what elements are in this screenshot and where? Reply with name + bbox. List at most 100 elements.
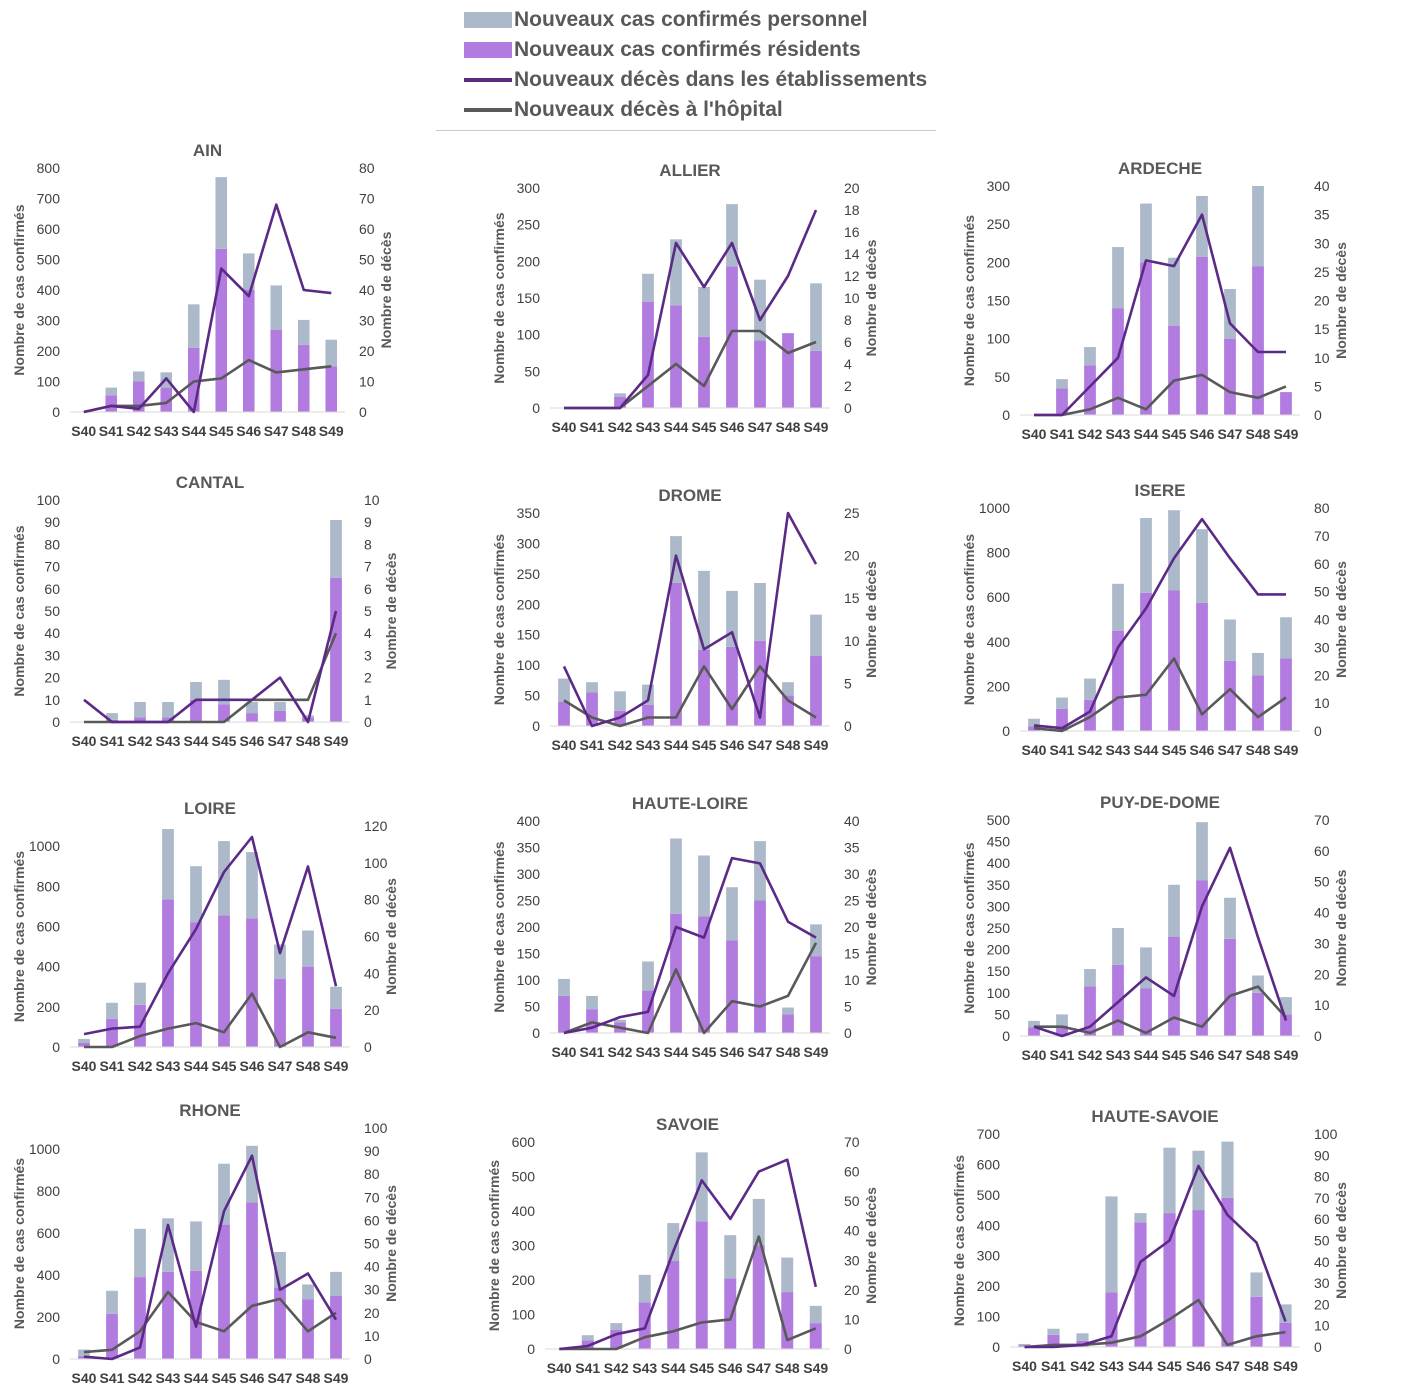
y2-tick-label: 60	[844, 1164, 860, 1180]
x-tick-label: S42	[128, 1058, 153, 1074]
line-deaths-hospital	[1033, 657, 1287, 733]
y-tick-label: 600	[987, 589, 1011, 605]
x-tick-label: S47	[264, 423, 289, 439]
bar-residents	[1192, 1210, 1205, 1347]
bar-residents	[1056, 1025, 1068, 1036]
line-deaths-hospital	[84, 992, 337, 1049]
bar-residents	[270, 329, 283, 412]
y2-tick-label: 4	[844, 356, 852, 372]
x-tick-label: S44	[1134, 1047, 1159, 1063]
y-tick-label: 0	[52, 404, 60, 420]
bar-staff	[162, 829, 174, 900]
y2-tick-label: 80	[364, 892, 380, 908]
bar-residents	[246, 1202, 258, 1359]
bar-staff	[302, 1284, 314, 1300]
x-tick-label: S48	[296, 1058, 321, 1074]
x-tick-label: S49	[1273, 1358, 1298, 1374]
chart-title: ISERE	[1134, 481, 1185, 500]
y-axis-title: Nombre de cas confirmés	[11, 1158, 27, 1329]
bar-residents	[642, 301, 654, 408]
bar-residents	[187, 347, 200, 412]
legend-swatch-deaths-establishments	[464, 78, 512, 82]
bar-residents	[1112, 308, 1124, 415]
bar-staff	[642, 961, 654, 991]
y2-tick-label: 16	[844, 224, 860, 240]
bar-staff	[274, 702, 286, 711]
x-tick-label: S46	[1190, 426, 1215, 442]
x-tick-label: S40	[552, 1044, 577, 1060]
y-tick-label: 100	[517, 327, 541, 343]
bar-staff	[325, 339, 338, 367]
bar-residents	[698, 336, 710, 408]
y2-tick-label: 4	[364, 625, 372, 641]
y-tick-label: 100	[517, 657, 541, 673]
y-tick-label: 600	[512, 1134, 536, 1150]
x-tick-label: S42	[1078, 426, 1103, 442]
x-tick-label: S47	[268, 733, 293, 749]
bar-staff	[1084, 347, 1096, 366]
x-tick-label: S49	[324, 1370, 349, 1384]
y2-tick-label: 40	[1314, 1254, 1330, 1270]
y2-tick-label: 70	[364, 1189, 380, 1205]
line-deaths-establishments	[1034, 213, 1286, 417]
y-axis-title: Nombre de cas confirmés	[961, 215, 977, 386]
legend-swatch-deaths-hospital	[464, 108, 512, 112]
y-tick-label: 300	[987, 178, 1011, 194]
y-tick-label: 50	[44, 603, 60, 619]
x-tick-label: S46	[718, 1360, 743, 1376]
y2-tick-label: 30	[1314, 639, 1330, 655]
x-tick-label: S47	[748, 1044, 773, 1060]
bar-residents	[106, 1313, 118, 1359]
x-tick-label: S49	[319, 423, 344, 439]
y2-axis-title: Nombre de décès	[1333, 869, 1349, 986]
bar-residents	[134, 1277, 146, 1359]
y2-tick-label: 15	[844, 946, 860, 962]
y-tick-label: 600	[37, 918, 61, 934]
line-deaths-establishments	[563, 856, 817, 1035]
y2-tick-label: 10	[1314, 350, 1330, 366]
bar-staff	[1056, 1014, 1068, 1026]
x-tick-label: S43	[1106, 1047, 1131, 1063]
y-tick-label: 50	[994, 1006, 1010, 1022]
y-tick-label: 100	[987, 331, 1011, 347]
x-tick-label: S43	[1106, 426, 1131, 442]
x-tick-label: S42	[608, 1044, 633, 1060]
y2-tick-label: 0	[359, 404, 367, 420]
y2-tick-label: 18	[844, 202, 860, 218]
y2-tick-label: 60	[364, 1212, 380, 1228]
y2-tick-label: 5	[844, 999, 852, 1015]
bar-staff	[242, 253, 255, 290]
y-tick-label: 80	[44, 536, 60, 552]
bar-staff	[754, 279, 766, 341]
y-axis-title: Nombre de cas confirmés	[11, 851, 27, 1022]
x-tick-label: S46	[240, 1370, 265, 1384]
bar-staff	[302, 930, 314, 967]
y-tick-label: 10	[44, 692, 60, 708]
y2-tick-label: 3	[364, 647, 372, 663]
legend-item-deaths-establishments: Nouveaux décès dans les établissements	[464, 66, 927, 94]
chart-savoie: SAVOIE 0 100 200 300 400 500 600 0 10 20 30 40 50 60 70…	[486, 1115, 879, 1376]
x-tick-label: S41	[100, 1370, 125, 1384]
x-tick-label: S42	[128, 1370, 153, 1384]
x-tick-label: S47	[1218, 742, 1243, 758]
y-tick-label: 200	[517, 253, 541, 269]
bar-staff	[1140, 203, 1152, 263]
bar-residents	[726, 646, 738, 726]
x-tick-label: S45	[692, 1044, 717, 1060]
y-tick-label: 500	[987, 812, 1011, 828]
y-tick-label: 150	[987, 963, 1011, 979]
bar-staff	[274, 944, 286, 979]
y-tick-label: 0	[52, 1039, 60, 1055]
bar-staff	[614, 691, 626, 711]
y2-tick-label: 0	[1314, 407, 1322, 423]
x-tick-label: S49	[1274, 426, 1299, 442]
x-tick-label: S43	[636, 419, 661, 435]
chart-allier: ALLIER 0 50 100 150 200 250 300 0 2 4 6 8 10 12 14 16 18 2…	[491, 161, 879, 435]
x-tick-label: S40	[552, 419, 577, 435]
bar-staff	[1224, 897, 1236, 939]
legend-item-residents: Nouveaux cas confirmés résidents	[464, 36, 861, 64]
y-tick-label: 600	[37, 1225, 61, 1241]
y2-axis-title: Nombre de décès	[863, 561, 879, 678]
y2-tick-label: 0	[1314, 723, 1322, 739]
y2-tick-label: 40	[359, 282, 375, 298]
